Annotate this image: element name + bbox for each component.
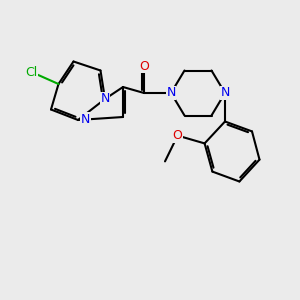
Text: O: O [173,129,182,142]
Text: N: N [81,113,90,126]
Text: N: N [220,86,230,100]
Text: N: N [166,86,176,100]
Text: N: N [100,92,110,106]
Text: O: O [139,59,149,73]
Text: Cl: Cl [26,65,38,79]
